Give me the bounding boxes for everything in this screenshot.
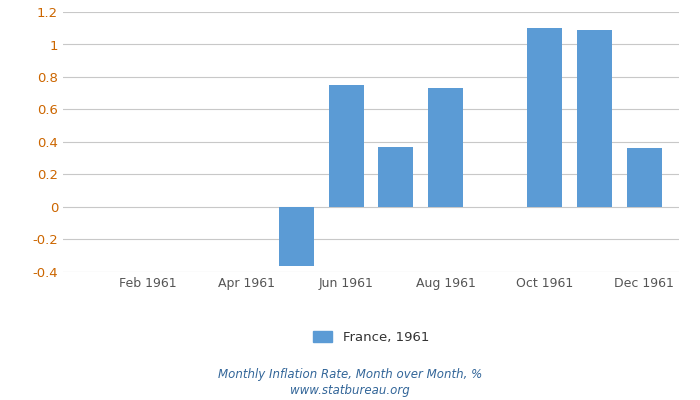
Bar [428,88,463,207]
Text: Monthly Inflation Rate, Month over Month, %: Monthly Inflation Rate, Month over Month… [218,368,482,381]
Bar [279,207,314,266]
Text: www.statbureau.org: www.statbureau.org [290,384,410,397]
Bar [626,148,662,207]
Legend: France, 1961: France, 1961 [307,325,435,349]
Bar [379,147,413,207]
Bar [578,30,612,207]
Bar [329,85,363,207]
Bar [528,28,562,207]
